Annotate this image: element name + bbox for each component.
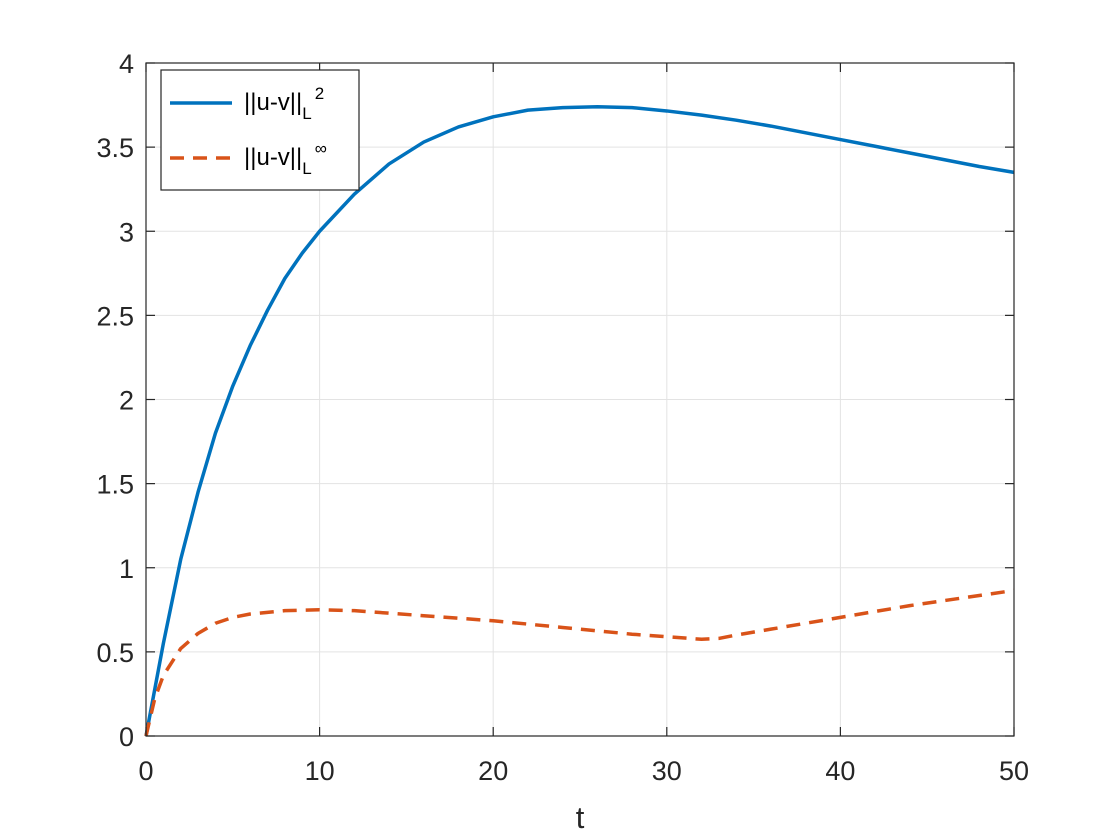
y-tick-label-4: 2	[119, 386, 134, 416]
legend-entry-linf-name: ||u-v||	[244, 144, 302, 171]
y-tick-label-8: 4	[119, 49, 134, 79]
y-tick-label-6: 3	[119, 217, 134, 247]
y-tick-label-7: 3.5	[96, 133, 134, 163]
y-tick-label-3: 1.5	[96, 470, 134, 500]
x-tick-label-1: 10	[305, 756, 335, 786]
x-axis-label: t	[576, 800, 585, 835]
series-line-l2	[144, 105, 1015, 737]
y-tick-label-2: 1	[119, 554, 134, 584]
legend: ||u-v||L2 ||u-v||L∞	[160, 69, 360, 191]
legend-entry-l2-superscript: 2	[315, 84, 324, 103]
series-layer	[144, 105, 1015, 737]
series-line-linf	[144, 588, 1015, 737]
legend-entry-linf: ||u-v||L∞	[244, 139, 327, 178]
legend-entry-l2-subscript: L	[302, 104, 311, 123]
y-tick-label-1: 0.5	[96, 638, 134, 668]
tick-labels: 0 10 20 30 40 50 0 0.5 1 1.5 2 2.5 3 3.5 4	[96, 49, 1029, 786]
x-tick-label-2: 20	[478, 756, 508, 786]
legend-entry-l2-name: ||u-v||	[244, 89, 302, 116]
legend-entry-l2: ||u-v||L2	[244, 84, 324, 123]
y-tick-label-0: 0	[119, 722, 134, 752]
legend-entry-linf-subscript: L	[302, 159, 311, 178]
grid	[146, 63, 1014, 736]
ticks	[145, 62, 1015, 737]
legend-box	[160, 69, 360, 191]
x-tick-label-5: 50	[999, 756, 1029, 786]
x-tick-label-3: 30	[652, 756, 682, 786]
y-tick-label-5: 2.5	[96, 301, 134, 331]
x-tick-label-0: 0	[138, 756, 153, 786]
legend-entry-linf-superscript: ∞	[315, 139, 327, 158]
x-tick-label-4: 40	[825, 756, 855, 786]
